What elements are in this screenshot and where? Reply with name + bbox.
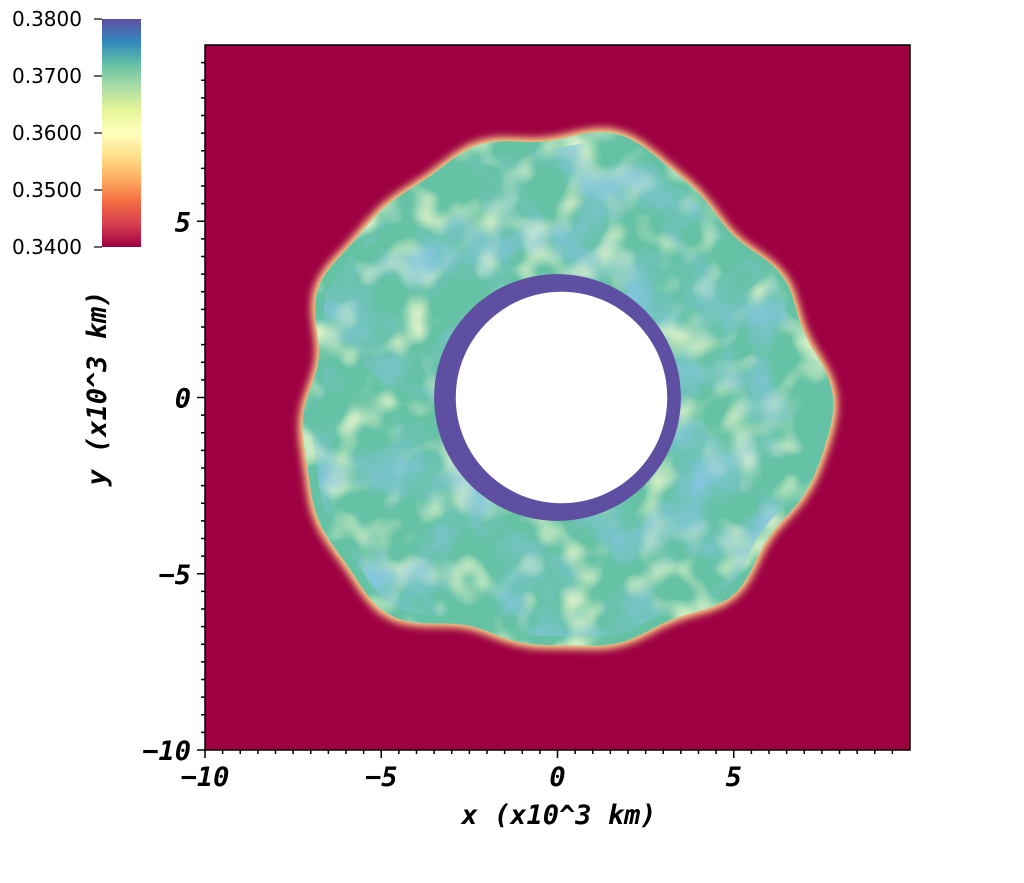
field-plot-area <box>205 45 910 750</box>
colorbar-label: 0.3800 <box>12 7 82 31</box>
colorbar-label: 0.3500 <box>12 178 82 202</box>
x-tick-label: 5 <box>726 762 742 793</box>
y-axis-title: y (x10^3 km) <box>82 290 113 487</box>
x-tick-label: 0 <box>549 762 565 793</box>
y-tick-label: −10 <box>142 736 191 767</box>
x-axis-title: x (x10^3 km) <box>460 800 656 831</box>
y-tick-label: 0 <box>175 384 191 415</box>
y-tick-labels: −10 −5 0 5 <box>142 207 191 767</box>
axis-ticks <box>197 61 894 758</box>
colorbar-label: 0.3400 <box>12 235 82 259</box>
inner-hole <box>455 291 668 504</box>
colorbar-label: 0.3600 <box>12 121 82 145</box>
y-tick-label: −5 <box>158 560 191 591</box>
colorbar-label: 0.3700 <box>12 64 82 88</box>
colorbar <box>102 19 141 247</box>
x-tick-label: −10 <box>181 762 230 793</box>
x-tick-labels: −10 −5 0 5 <box>181 762 742 793</box>
x-tick-label: −5 <box>365 762 398 793</box>
colorbar-ticks <box>94 18 102 248</box>
y-tick-label: 5 <box>175 207 191 238</box>
colorbar-labels: 0.3800 0.3700 0.3600 0.3500 0.3400 <box>12 7 82 259</box>
